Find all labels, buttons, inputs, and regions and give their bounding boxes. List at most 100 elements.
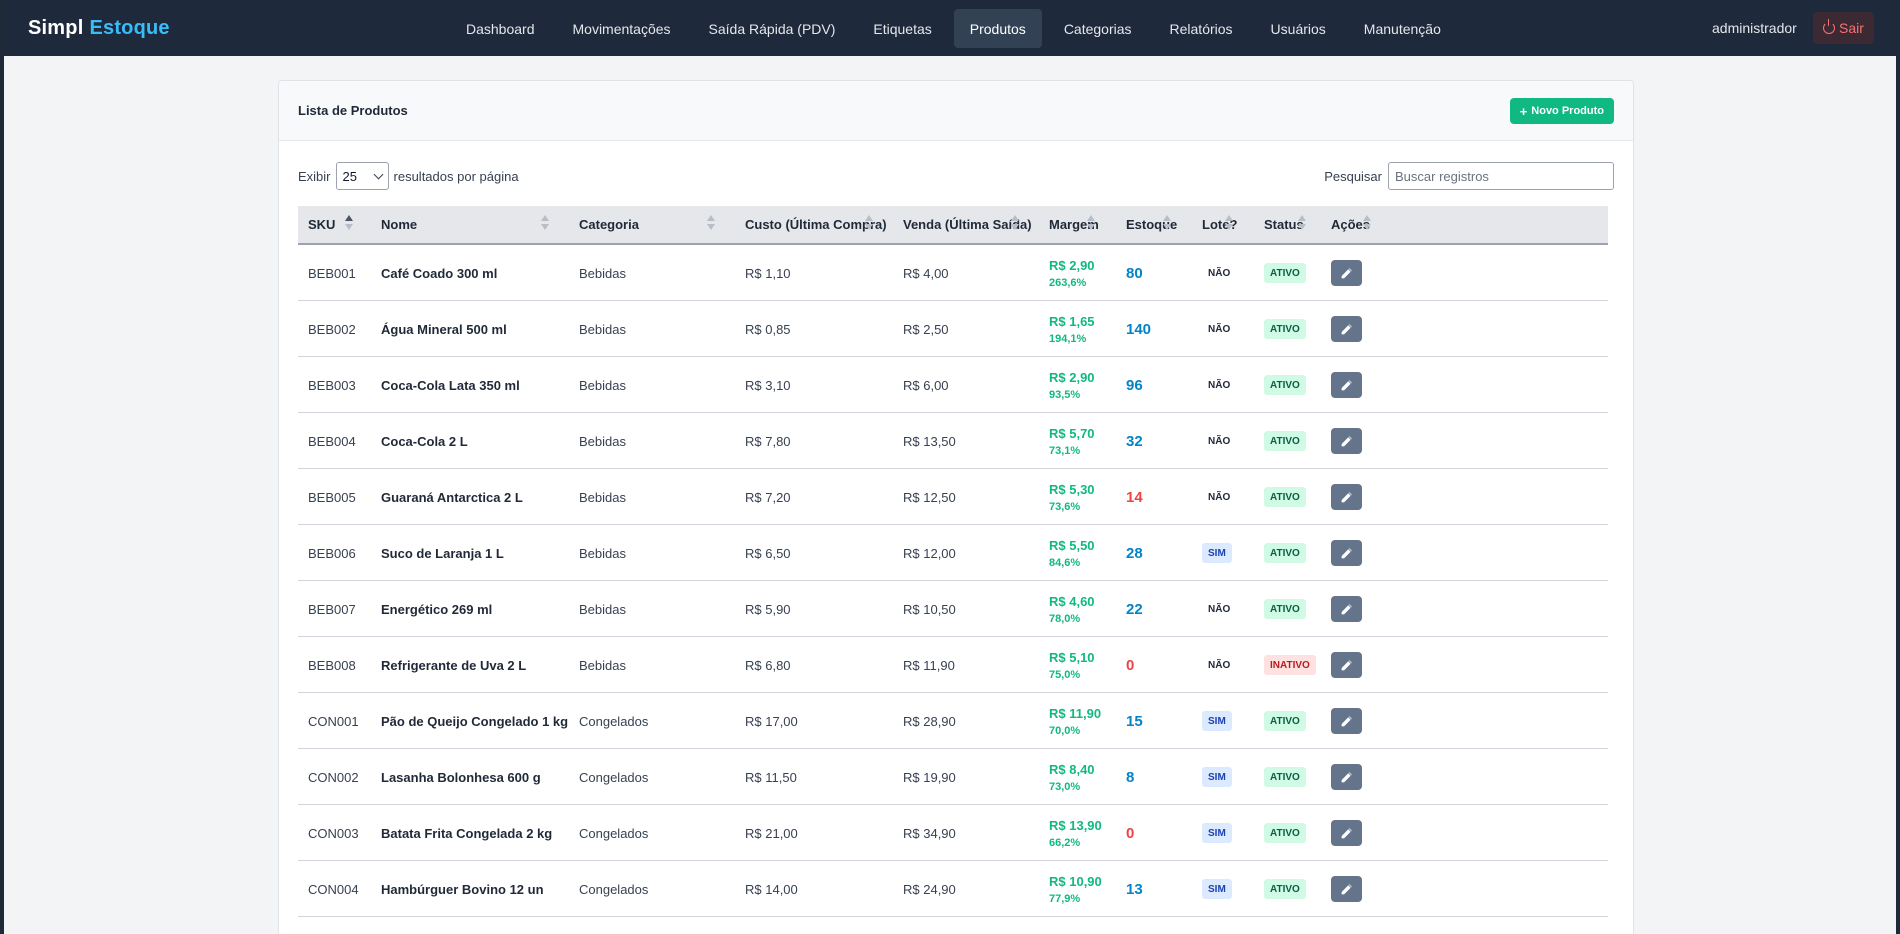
- table-row[interactable]: CON004 Hambúrguer Bovino 12 un Congelados R…: [298, 861, 1608, 917]
- cell-margin: R$ 13,90 66,2%: [1039, 805, 1102, 861]
- pencil-icon: [1340, 323, 1353, 336]
- cell-sku: CON004: [308, 881, 359, 897]
- cell-price: R$ 13,50: [903, 433, 956, 449]
- cell-name: Água Mineral 500 ml: [381, 321, 507, 337]
- status-badge: ATIVO: [1264, 879, 1306, 899]
- margin-value: R$ 11,90: [1049, 705, 1102, 721]
- cell-name: Batata Frita Congelada 2 kg: [381, 825, 553, 841]
- table-row[interactable]: BEB005 Guaraná Antarctica 2 L Bebidas R$ 7,…: [298, 469, 1608, 525]
- edit-button[interactable]: [1331, 596, 1362, 622]
- edit-button[interactable]: [1331, 372, 1362, 398]
- status-badge: INATIVO: [1264, 655, 1316, 675]
- status-badge: ATIVO: [1264, 431, 1306, 451]
- cell-name: Hambúrguer Bovino 12 un: [381, 881, 544, 897]
- cell-batch: NÃO: [1192, 637, 1236, 693]
- cell-actions: [1321, 245, 1362, 301]
- column-header-custo[interactable]: Custo (Última Compra): [745, 217, 887, 232]
- products-card: Lista de Produtos + Novo Produto Exibir …: [278, 80, 1634, 934]
- nav-link-usu-rios[interactable]: Usuários: [1270, 20, 1326, 37]
- edit-button[interactable]: [1331, 484, 1362, 510]
- cell-sku: CON002: [308, 769, 359, 785]
- column-header-status[interactable]: Status: [1264, 217, 1304, 232]
- logout-button[interactable]: Sair: [1813, 12, 1874, 44]
- cell-price: R$ 34,90: [903, 825, 956, 841]
- search-input[interactable]: [1388, 162, 1614, 190]
- column-header-categoria[interactable]: Categoria: [579, 217, 639, 232]
- edit-button[interactable]: [1331, 876, 1362, 902]
- edit-button[interactable]: [1331, 428, 1362, 454]
- table-row[interactable]: BEB006 Suco de Laranja 1 L Bebidas R$ 6,50 R…: [298, 525, 1608, 581]
- batch-badge: NÃO: [1208, 491, 1231, 503]
- edit-button[interactable]: [1331, 540, 1362, 566]
- batch-badge: SIM: [1202, 823, 1232, 843]
- column-header-margem[interactable]: Margem: [1049, 217, 1099, 232]
- column-header-acoes[interactable]: Ações: [1331, 217, 1371, 232]
- cell-sku: CON003: [308, 825, 359, 841]
- table-row[interactable]: BEB003 Coca-Cola Lata 350 ml Bebidas R$ 3,1…: [298, 357, 1608, 413]
- cell-cost: R$ 6,50: [745, 545, 791, 561]
- cell-actions: [1321, 357, 1362, 413]
- cell-cost: R$ 3,10: [745, 377, 791, 393]
- cell-sku: BEB008: [308, 657, 356, 673]
- cell-sku: BEB003: [308, 377, 356, 393]
- edit-button[interactable]: [1331, 260, 1362, 286]
- cell-category: Congelados: [579, 881, 649, 897]
- table-body: BEB001 Café Coado 300 ml Bebidas R$ 1,10 R$ …: [298, 245, 1608, 917]
- brand-logo[interactable]: Simpl Estoque: [28, 0, 170, 56]
- nav-link-movimenta-es[interactable]: Movimentações: [572, 20, 671, 37]
- table-row[interactable]: BEB008 Refrigerante de Uva 2 L Bebidas R$ 6…: [298, 637, 1608, 693]
- current-user[interactable]: administrador: [1712, 20, 1797, 36]
- margin-value: R$ 2,90: [1049, 257, 1095, 273]
- column-header-venda[interactable]: Venda (Última Saída): [903, 217, 1032, 232]
- batch-badge: NÃO: [1208, 603, 1231, 615]
- margin-percent: 84,6%: [1049, 556, 1081, 569]
- edit-button[interactable]: [1331, 316, 1362, 342]
- cell-batch: NÃO: [1192, 413, 1236, 469]
- sort-arrows-icon: [1298, 214, 1306, 234]
- nav-link-produtos[interactable]: Produtos: [953, 9, 1042, 48]
- status-badge: ATIVO: [1264, 543, 1306, 563]
- nav-link-categorias[interactable]: Categorias: [1063, 20, 1132, 37]
- table-row[interactable]: BEB007 Energético 269 ml Bebidas R$ 5,90 R$ …: [298, 581, 1608, 637]
- new-product-button[interactable]: + Novo Produto: [1509, 98, 1614, 124]
- column-header-nome[interactable]: Nome: [381, 217, 418, 232]
- margin-value: R$ 4,60: [1049, 593, 1095, 609]
- edit-button[interactable]: [1331, 708, 1362, 734]
- cell-batch: NÃO: [1192, 581, 1236, 637]
- batch-badge: SIM: [1202, 879, 1232, 899]
- table-row[interactable]: BEB004 Coca-Cola 2 L Bebidas R$ 7,80 R$ 13,5…: [298, 413, 1608, 469]
- cell-status: ATIVO: [1254, 357, 1306, 413]
- sort-arrows-icon: [865, 214, 873, 234]
- cell-sku: CON001: [308, 713, 359, 729]
- table-row[interactable]: CON003 Batata Frita Congelada 2 kg Congela…: [298, 805, 1608, 861]
- new-product-label: Novo Produto: [1531, 105, 1604, 117]
- margin-percent: 78,0%: [1049, 612, 1081, 625]
- pencil-icon: [1340, 435, 1353, 448]
- edit-button[interactable]: [1331, 820, 1362, 846]
- page-size-select[interactable]: 25: [335, 162, 389, 190]
- nav-link-sa-da-r-pida-pdv[interactable]: Saída Rápida (PDV): [708, 20, 836, 37]
- batch-badge: SIM: [1202, 711, 1232, 731]
- nav-link-relat-rios[interactable]: Relatórios: [1169, 20, 1233, 37]
- cell-name: Energético 269 ml: [381, 601, 493, 617]
- nav-link-manuten-o[interactable]: Manutenção: [1363, 20, 1441, 37]
- edit-button[interactable]: [1331, 652, 1362, 678]
- cell-cost: R$ 17,00: [745, 713, 798, 729]
- nav-link-etiquetas[interactable]: Etiquetas: [873, 20, 932, 37]
- column-header-sku[interactable]: SKU: [308, 217, 336, 232]
- stock-value: 96: [1126, 376, 1143, 394]
- table-row[interactable]: BEB002 Água Mineral 500 ml Bebidas R$ 0,85 R…: [298, 301, 1608, 357]
- edit-button[interactable]: [1331, 764, 1362, 790]
- nav-link-dashboard[interactable]: Dashboard: [466, 20, 535, 37]
- table-row[interactable]: CON002 Lasanha Bolonhesa 600 g Congelados R…: [298, 749, 1608, 805]
- cell-margin: R$ 10,90 77,9%: [1039, 861, 1102, 917]
- stock-value: 0: [1126, 656, 1135, 674]
- cell-batch: NÃO: [1192, 245, 1236, 301]
- batch-badge: NÃO: [1208, 659, 1231, 671]
- cell-name: Pão de Queijo Congelado 1 kg: [381, 713, 569, 729]
- table-row[interactable]: CON001 Pão de Queijo Congelado 1 kg Congel…: [298, 693, 1608, 749]
- table-row[interactable]: BEB001 Café Coado 300 ml Bebidas R$ 1,10 R$ …: [298, 245, 1608, 301]
- status-badge: ATIVO: [1264, 319, 1306, 339]
- margin-value: R$ 10,90: [1049, 873, 1102, 889]
- power-icon: [1823, 19, 1835, 34]
